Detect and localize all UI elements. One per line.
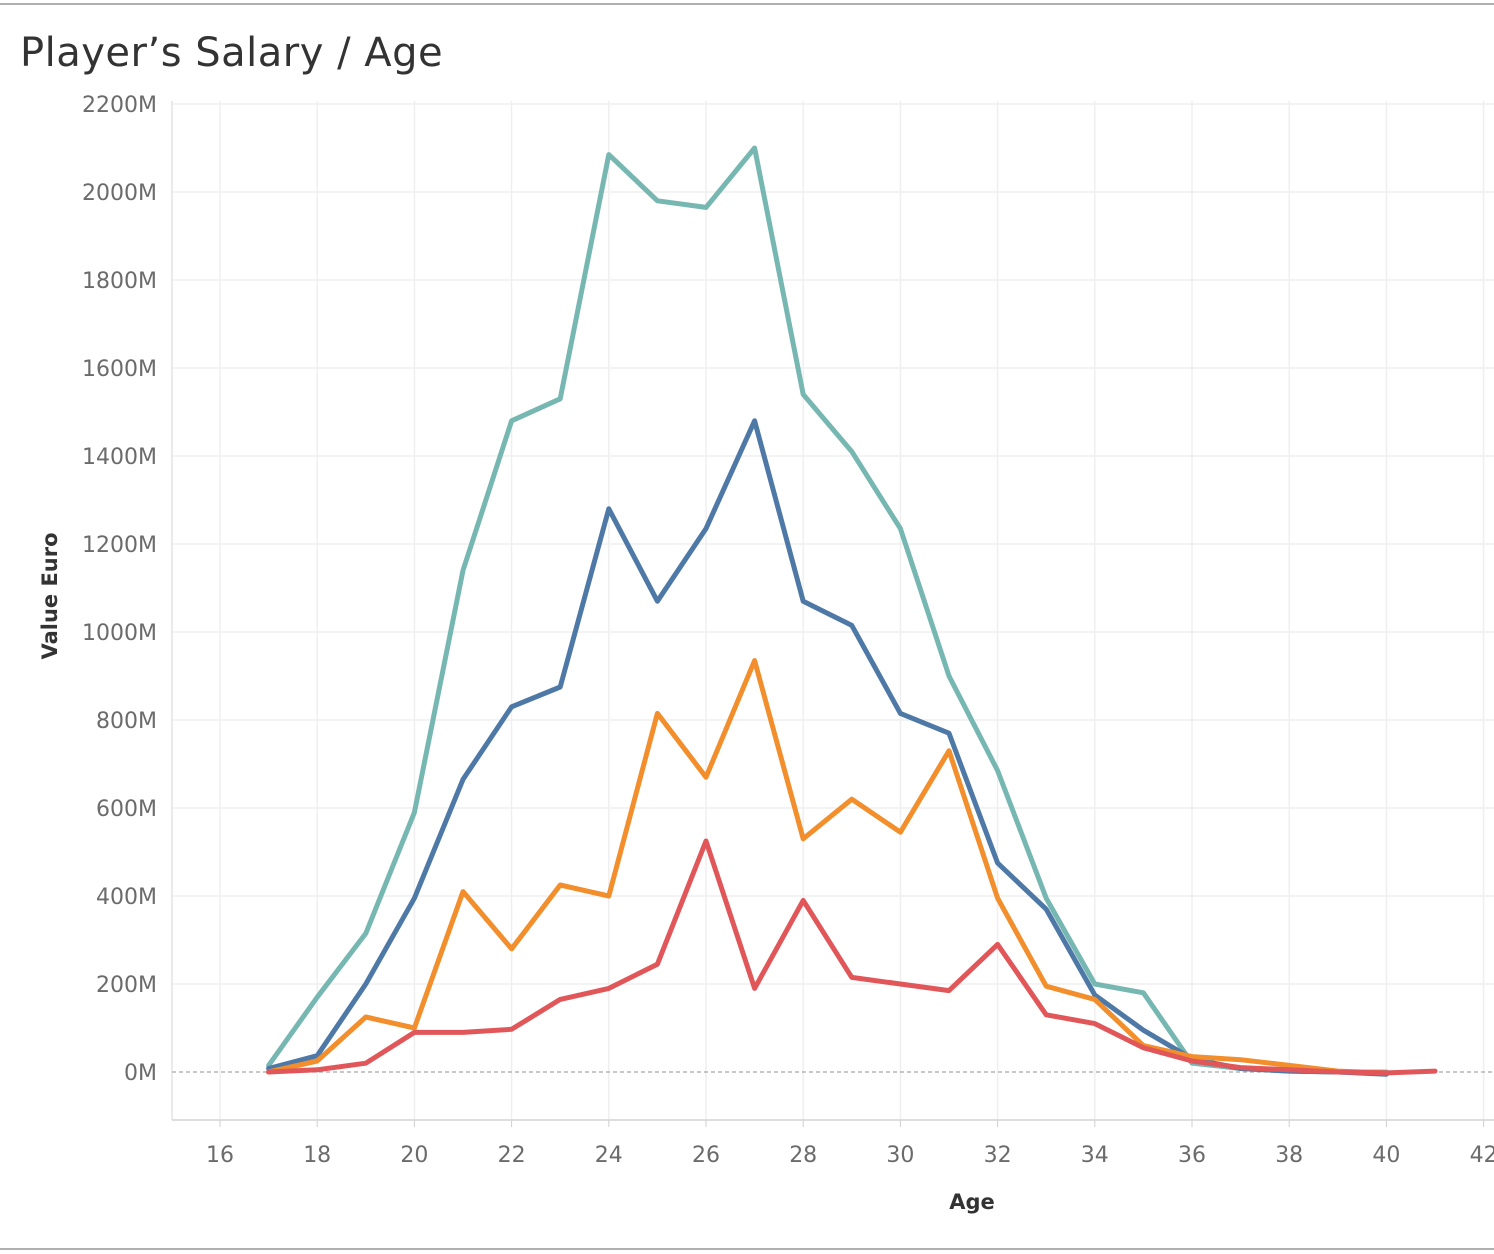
series-lines: [266, 145, 1438, 1077]
series-line-3: [266, 658, 1389, 1076]
y-tick-label: 1400M: [82, 445, 157, 470]
y-tick-label: 1600M: [82, 357, 157, 382]
x-axis-title: Age: [949, 1190, 995, 1214]
bottom-border: [0, 1248, 1494, 1250]
x-tick-label: 42: [1470, 1143, 1494, 1168]
x-tick-label: 40: [1372, 1143, 1400, 1168]
x-tick-label: 20: [400, 1143, 428, 1168]
y-tick-label: 2200M: [82, 93, 157, 118]
x-tick-label: 18: [303, 1143, 331, 1168]
x-tick-label: 30: [886, 1143, 914, 1168]
y-tick-label: 2000M: [82, 181, 157, 206]
y-tick-label: 600M: [96, 797, 157, 822]
y-tick-label: 800M: [96, 709, 157, 734]
y-tick-label: 0M: [124, 1061, 157, 1086]
axes: 0M 200M 400M 600M 800M 1000M 1200M 1400M 1600M 18…: [82, 93, 1494, 1168]
top-border: [0, 3, 1494, 5]
series-line-4: [266, 838, 1438, 1076]
x-tick-label: 28: [789, 1143, 817, 1168]
x-tick-label: 36: [1178, 1143, 1206, 1168]
y-tick-label: 400M: [96, 885, 157, 910]
series-line-1: [266, 145, 1389, 1075]
x-tick-label: 24: [595, 1143, 623, 1168]
x-tick-label: 38: [1275, 1143, 1303, 1168]
series-line-2: [266, 418, 1389, 1077]
chart-title: Player’s Salary / Age: [20, 30, 444, 76]
y-axis-title: Value Euro: [38, 532, 62, 659]
x-tick-label: 22: [498, 1143, 526, 1168]
y-tick-label: 1000M: [82, 621, 157, 646]
grid-lines: [172, 101, 1494, 1120]
x-tick-label: 16: [206, 1143, 234, 1168]
y-tick-label: 1200M: [82, 533, 157, 558]
x-tick-label: 26: [692, 1143, 720, 1168]
x-tick-label: 32: [984, 1143, 1012, 1168]
x-tick-label: 34: [1081, 1143, 1109, 1168]
y-tick-label: 200M: [96, 973, 157, 998]
y-tick-label: 1800M: [82, 269, 157, 294]
